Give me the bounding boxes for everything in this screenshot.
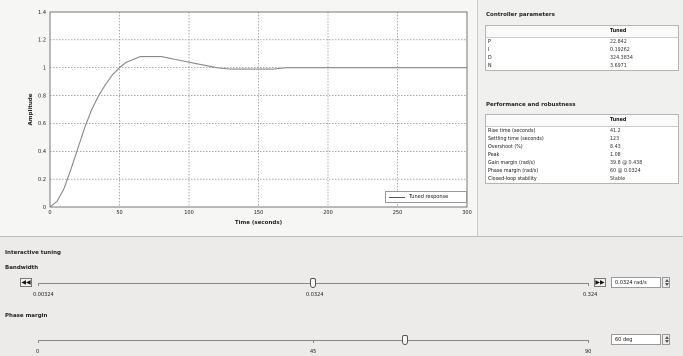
table-row: Settling time (seconds) 123 <box>488 136 620 142</box>
table-row: Overshoot (%) 8.43 <box>488 144 621 150</box>
phase-margin-value-field[interactable]: 60 deg <box>611 334 661 345</box>
legend-label: Tuned response <box>409 194 449 200</box>
y-tick-label: 1 <box>43 66 46 72</box>
parameters-panel: Controller parameters Tuned P 22.842 I 0.1… <box>477 0 683 236</box>
table-row: P 22.842 <box>488 39 627 45</box>
bandwidth-tick-min <box>38 283 39 286</box>
bandwidth-slider-thumb[interactable] <box>310 278 316 288</box>
performance-table-header: Tuned <box>486 115 678 127</box>
phase-margin-tick-max <box>588 340 589 343</box>
y-tick-label: 0.2 <box>38 177 46 183</box>
controller-parameters-table: Tuned P 22.842 I 0.19262 D 324.3834 N 3.6971 <box>485 25 679 71</box>
table-row: N 3.6971 <box>488 63 627 69</box>
legend: Tuned response <box>385 191 467 203</box>
bandwidth-mid-label: 0.0324 <box>306 292 324 298</box>
interactive-tuning-panel: Interactive tuning Bandwidth ◀◀ 0.00324 … <box>0 236 683 356</box>
bandwidth-increase-button[interactable]: ▶▶ <box>594 278 606 287</box>
phase-margin-spinner[interactable] <box>662 334 670 345</box>
bandwidth-max-label: 0.324 <box>583 292 598 298</box>
phase-margin-mid-label: 45 <box>310 349 317 355</box>
series-line-tuned-response <box>49 56 467 208</box>
x-tick-label: 200 <box>323 210 333 216</box>
x-tick-label: 250 <box>393 210 403 216</box>
phase-margin-max-label: 90 <box>585 349 592 355</box>
bandwidth-tick-max <box>588 283 589 286</box>
response-plot-panel: 0 50 100 150 200 250 300 0 0.2 0.4 0.6 0.8 1 1.2 1.4 T… <box>0 0 477 236</box>
y-tick-label: 1.2 <box>38 38 46 44</box>
x-tick-label: 100 <box>184 210 194 216</box>
bandwidth-decrease-button[interactable]: ◀◀ <box>20 278 32 287</box>
controller-parameters-title: Controller parameters <box>486 12 555 18</box>
y-axis-label: Amplitude <box>28 93 34 125</box>
bandwidth-spinner[interactable] <box>662 277 670 288</box>
table-row: I 0.19262 <box>488 47 630 53</box>
table-row: Peak 1.08 <box>488 152 621 158</box>
table-row: Phase margin (rad/s) 60 @ 0.0324 <box>488 168 641 174</box>
controller-table-header: Tuned <box>486 26 678 38</box>
x-tick-label: 50 <box>116 210 122 216</box>
bandwidth-min-label: 0.00324 <box>33 292 54 298</box>
phase-margin-min-label: 0 <box>36 349 40 355</box>
interactive-tuning-title: Interactive tuning <box>5 250 61 256</box>
performance-title: Performance and robustness <box>486 102 576 108</box>
y-tick-label: 0.4 <box>38 149 46 155</box>
phase-margin-label: Phase margin <box>5 313 48 319</box>
x-axis-label: Time (seconds) <box>235 220 283 226</box>
legend-swatch <box>389 196 405 198</box>
x-tick-label: 300 <box>462 210 472 216</box>
table-row: Rise time (seconds) 41.2 <box>488 128 621 134</box>
y-tick-label: 0.8 <box>38 93 46 99</box>
y-tick-label: 0 <box>43 205 46 211</box>
table-row: D 324.3834 <box>488 55 633 61</box>
performance-table: Tuned Rise time (seconds) 41.2 Settling t… <box>485 114 679 184</box>
bandwidth-label: Bandwidth <box>5 265 39 271</box>
y-tick-label: 0.6 <box>38 121 46 127</box>
bandwidth-value-field[interactable]: 0.0324 rad/s <box>611 277 661 288</box>
phase-margin-slider-thumb[interactable] <box>401 335 408 345</box>
step-response-plot: 0 50 100 150 200 250 300 0 0.2 0.4 0.6 0.8 1 1.2 1.4 T… <box>28 10 472 226</box>
table-row: Closed-loop stability Stable <box>488 176 626 182</box>
x-tick-label: 150 <box>254 210 264 216</box>
y-tick-label: 1.4 <box>38 10 46 16</box>
table-row: Gain margin (rad/s) 39.8 @ 0.438 <box>488 160 643 166</box>
phase-margin-tick-mid <box>313 340 314 343</box>
x-tick-label: 0 <box>48 210 51 216</box>
phase-margin-tick-min <box>38 340 39 343</box>
